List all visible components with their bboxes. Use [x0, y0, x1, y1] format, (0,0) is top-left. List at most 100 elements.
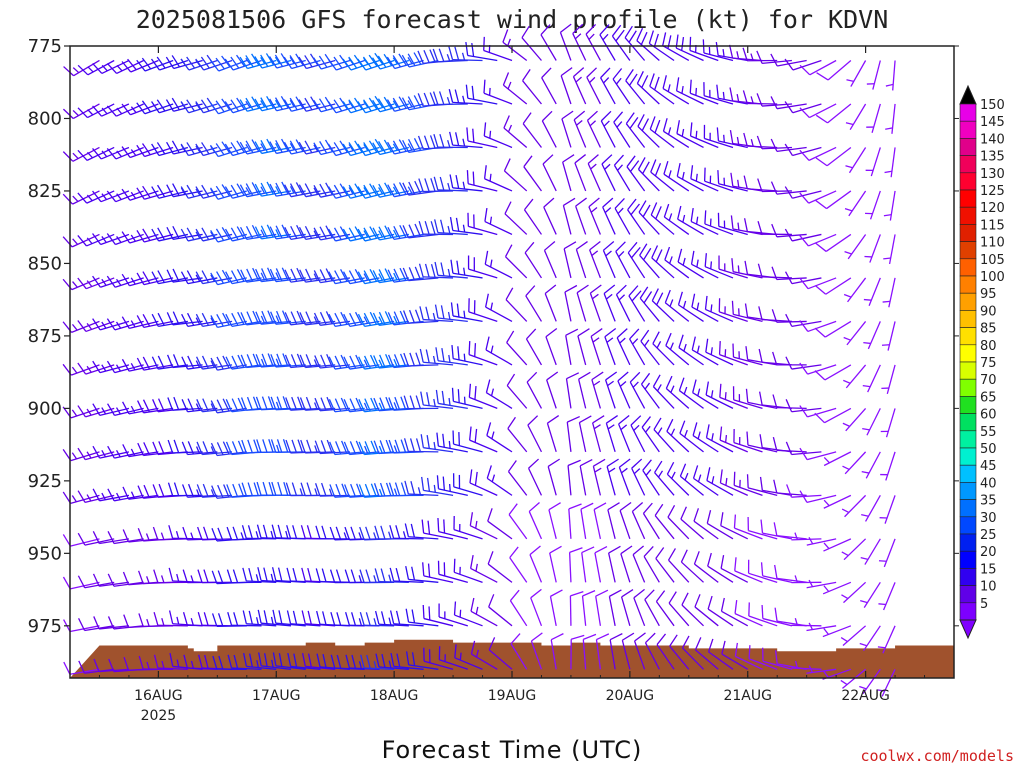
wind-barb-feather	[245, 187, 251, 195]
wind-barb	[574, 154, 587, 192]
wind-barb-feather	[682, 257, 686, 266]
wind-barb-feather	[746, 474, 749, 488]
wind-barb-feather	[151, 228, 160, 242]
wind-barb	[254, 181, 292, 197]
wind-barb-shaft	[485, 306, 513, 322]
wind-barb-feather	[722, 49, 725, 57]
wind-barb-feather	[180, 228, 189, 242]
wind-barb-feather	[428, 606, 431, 621]
wind-barb-feather	[172, 311, 180, 325]
wind-barb-feather	[785, 313, 793, 327]
wind-barb-feather	[604, 163, 611, 170]
wind-barb-feather	[392, 100, 398, 108]
wind-barb-feather	[456, 303, 460, 318]
wind-barb-feather	[236, 226, 245, 239]
wind-barb	[564, 284, 578, 322]
wind-barb-feather	[393, 268, 401, 282]
wind-barb	[589, 241, 602, 279]
wind-barb-feather	[156, 99, 166, 112]
wind-barb-feather	[354, 311, 363, 325]
wind-barb-shaft	[468, 311, 498, 323]
wind-barb-feather	[251, 224, 260, 238]
wind-barb-feather	[86, 151, 94, 159]
wind-barb-feather	[643, 247, 652, 261]
wind-barb-shaft	[625, 123, 646, 148]
wind-barb-feather	[305, 354, 312, 368]
wind-barb-feather	[429, 49, 436, 63]
wind-barb	[342, 269, 380, 285]
wind-barb-feather	[742, 47, 748, 61]
wind-barb-feather	[710, 304, 713, 312]
wind-barb-feather	[429, 92, 436, 106]
wind-barb-feather	[761, 604, 764, 619]
ground-fill	[70, 639, 954, 678]
wind-barb-feather	[369, 183, 378, 196]
wind-barb-feather	[296, 310, 304, 324]
wind-barb-feather	[239, 141, 248, 155]
colorbar-segment	[959, 224, 977, 242]
wind-barb-feather	[424, 178, 430, 192]
wind-barb-feather	[251, 139, 260, 152]
wind-barb-feather	[354, 269, 363, 282]
wind-barb-feather	[342, 143, 352, 156]
wind-barb-feather	[299, 312, 306, 326]
wind-barb-shaft	[808, 233, 837, 247]
wind-barb-shaft	[588, 206, 602, 235]
wind-barb-feather	[399, 224, 407, 238]
wind-barb-feather	[106, 360, 116, 374]
wind-barb-shaft	[305, 277, 336, 283]
wind-barb-feather	[737, 179, 740, 188]
ground-terrain	[70, 639, 954, 678]
wind-barb-feather	[393, 311, 401, 325]
wind-barb-feather	[611, 24, 622, 37]
wind-barb-feather	[290, 268, 298, 282]
wind-barb-shaft	[100, 277, 130, 288]
wind-barb-shaft	[72, 103, 100, 120]
wind-barb-feather	[363, 270, 372, 283]
wind-barb-feather	[407, 138, 416, 152]
wind-barb-feather	[363, 273, 369, 281]
wind-barb-feather	[398, 53, 407, 66]
wind-barb-feather	[507, 38, 511, 47]
wind-barb-feather	[743, 132, 748, 147]
wind-barb	[298, 225, 336, 241]
wind-barb	[663, 203, 690, 235]
wind-barb-feather	[447, 139, 451, 148]
wind-barb-feather	[523, 198, 534, 211]
wind-barb-shaft	[563, 248, 572, 279]
wind-barb-shaft	[544, 293, 557, 322]
wind-barb-feather	[604, 207, 612, 214]
wind-barb	[615, 241, 631, 279]
wind-barb-feather	[573, 110, 586, 121]
wind-barb	[627, 241, 646, 279]
wind-barb	[77, 59, 115, 76]
wind-barb-feather	[863, 298, 872, 301]
wind-barb	[784, 271, 822, 285]
wind-barb-shaft	[452, 272, 483, 279]
wind-barb-feather	[392, 140, 401, 153]
wind-barb	[615, 284, 631, 322]
wind-barb-feather	[210, 231, 216, 239]
wind-barb	[561, 110, 574, 148]
wind-barb-shaft	[86, 146, 115, 161]
wind-barb	[742, 90, 778, 105]
wind-barb-shaft	[379, 233, 409, 241]
wind-barb-feather	[668, 213, 673, 221]
wind-barb-feather	[299, 354, 306, 368]
wind-barb	[638, 200, 660, 235]
wind-barb-feather	[384, 182, 392, 196]
wind-barb-feather	[236, 269, 245, 282]
wind-barb-feather	[771, 223, 778, 238]
wind-barb	[484, 207, 513, 236]
wind-barb	[269, 224, 306, 240]
wind-barb-feather	[667, 127, 672, 135]
wind-barb-feather	[387, 141, 395, 155]
wind-barb-feather	[393, 183, 401, 196]
wind-barb	[690, 165, 719, 192]
x-tick-label: 18AUG	[370, 688, 419, 704]
wind-barb-feather	[586, 67, 597, 78]
wind-barb-feather	[195, 356, 203, 370]
wind-barb-feather	[334, 355, 342, 369]
colorbar-tick-label: 115	[980, 218, 1005, 233]
wind-barb	[883, 190, 896, 221]
